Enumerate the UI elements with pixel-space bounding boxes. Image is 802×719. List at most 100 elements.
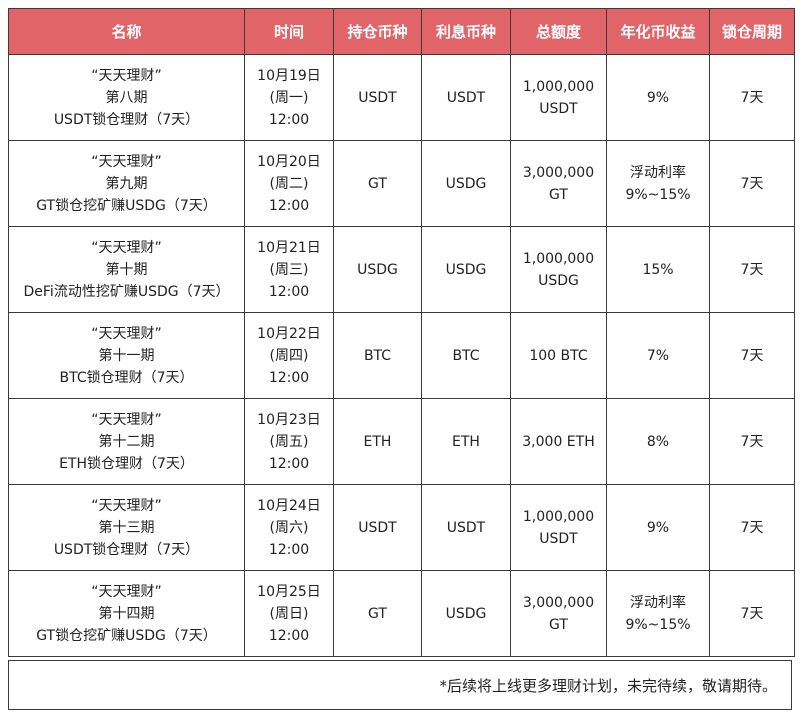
- quota-unit: GT: [549, 186, 568, 203]
- product-issue: 第九期: [105, 175, 148, 192]
- cell-lock-period: 7天: [709, 140, 795, 227]
- cell-time: 10月20日 (周二) 12:00: [244, 140, 334, 227]
- product-title: ETH锁仓理财（7天）: [59, 455, 194, 472]
- finance-schedule-table: 名称 时间 持仓币种 利息币种 总额度 年化币收益 锁仓周期 “天天理财” 第八…: [8, 8, 795, 657]
- cell-interest-currency: USDT: [421, 54, 511, 141]
- header-row: 名称 时间 持仓币种 利息币种 总额度 年化币收益 锁仓周期: [8, 8, 795, 55]
- cell-name: “天天理财” 第十期 DeFi流动性挖矿赚USDG（7天）: [8, 226, 245, 313]
- yield-type: 浮动利率: [630, 164, 686, 181]
- header-interest-currency: 利息币种: [421, 8, 511, 55]
- cell-hold-currency: GT: [333, 140, 422, 227]
- time-date: 10月21日: [257, 239, 321, 256]
- product-issue: 第十二期: [98, 433, 155, 450]
- product-issue: 第十期: [105, 261, 148, 278]
- time-clock: 12:00: [268, 455, 310, 472]
- product-title: DeFi流动性挖矿赚USDG（7天）: [23, 283, 230, 300]
- quota-amount: 3,000,000: [522, 164, 595, 181]
- cell-hold-currency: GT: [333, 570, 422, 657]
- cell-hold-currency: USDT: [333, 54, 422, 141]
- cell-hold-currency: USDG: [333, 226, 422, 313]
- time-clock: 12:00: [268, 111, 310, 128]
- table-row: “天天理财” 第十一期 BTC锁仓理财（7天） 10月22日 (周四) 12:0…: [8, 312, 795, 399]
- header-annual-yield: 年化币收益: [606, 8, 710, 55]
- quota-amount: 1,000,000: [522, 508, 595, 525]
- time-clock: 12:00: [268, 197, 310, 214]
- quota-amount: 1,000,000: [522, 250, 595, 267]
- time-weekday: (周日): [269, 605, 309, 622]
- cell-name: “天天理财” 第十二期 ETH锁仓理财（7天）: [8, 398, 245, 485]
- cell-hold-currency: USDT: [333, 484, 422, 571]
- cell-annual-yield: 7%: [606, 312, 710, 399]
- cell-total-quota: 1,000,000 USDT: [510, 54, 607, 141]
- yield-value: 8%: [646, 433, 670, 450]
- product-title: GT锁仓挖矿赚USDG（7天）: [36, 627, 217, 644]
- cell-lock-period: 7天: [709, 398, 795, 485]
- time-date: 10月24日: [257, 497, 321, 514]
- time-clock: 12:00: [268, 283, 310, 300]
- header-hold-currency: 持仓币种: [333, 8, 422, 55]
- product-title: USDT锁仓理财（7天）: [53, 111, 200, 128]
- yield-value: 15%: [642, 261, 674, 278]
- quota-amount: 1,000,000: [522, 78, 595, 95]
- cell-annual-yield: 9%: [606, 54, 710, 141]
- product-brand: “天天理财”: [91, 411, 162, 428]
- cell-hold-currency: ETH: [333, 398, 422, 485]
- quota-unit: USDG: [538, 272, 579, 289]
- cell-name: “天天理财” 第十三期 USDT锁仓理财（7天）: [8, 484, 245, 571]
- product-brand: “天天理财”: [91, 583, 162, 600]
- quota-amount: 100 BTC: [529, 347, 588, 364]
- cell-lock-period: 7天: [709, 226, 795, 313]
- cell-total-quota: 100 BTC: [510, 312, 607, 399]
- cell-total-quota: 3,000,000 GT: [510, 570, 607, 657]
- yield-value: 7%: [646, 347, 670, 364]
- time-clock: 12:00: [268, 541, 310, 558]
- footer-note-box: *后续将上线更多理财计划，未完待续，敬请期待。: [8, 660, 792, 710]
- cell-name: “天天理财” 第九期 GT锁仓挖矿赚USDG（7天）: [8, 140, 245, 227]
- header-time: 时间: [244, 8, 334, 55]
- time-weekday: (周一): [269, 89, 309, 106]
- product-issue: 第十三期: [98, 519, 155, 536]
- product-title: GT锁仓挖矿赚USDG（7天）: [36, 197, 217, 214]
- cell-interest-currency: USDT: [421, 484, 511, 571]
- table-row: “天天理财” 第八期 USDT锁仓理财（7天） 10月19日 (周一) 12:0…: [8, 54, 795, 141]
- header-name: 名称: [8, 8, 245, 55]
- product-brand: “天天理财”: [91, 239, 162, 256]
- cell-time: 10月24日 (周六) 12:00: [244, 484, 334, 571]
- cell-annual-yield: 8%: [606, 398, 710, 485]
- product-issue: 第十一期: [98, 347, 155, 364]
- cell-time: 10月19日 (周一) 12:00: [244, 54, 334, 141]
- quota-unit: USDT: [539, 530, 578, 547]
- table-row: “天天理财” 第九期 GT锁仓挖矿赚USDG（7天） 10月20日 (周二) 1…: [8, 140, 795, 227]
- cell-total-quota: 3,000 ETH: [510, 398, 607, 485]
- yield-range: 9%~15%: [625, 616, 691, 633]
- time-weekday: (周二): [269, 175, 309, 192]
- time-clock: 12:00: [268, 369, 310, 386]
- quota-amount: 3,000,000: [522, 594, 595, 611]
- cell-time: 10月22日 (周四) 12:00: [244, 312, 334, 399]
- time-clock: 12:00: [268, 627, 310, 644]
- cell-lock-period: 7天: [709, 54, 795, 141]
- table-row: “天天理财” 第十三期 USDT锁仓理财（7天） 10月24日 (周六) 12:…: [8, 484, 795, 571]
- header-total-quota: 总额度: [510, 8, 607, 55]
- time-date: 10月22日: [257, 325, 321, 342]
- time-date: 10月23日: [257, 411, 321, 428]
- time-date: 10月20日: [257, 153, 321, 170]
- table-row: “天天理财” 第十二期 ETH锁仓理财（7天） 10月23日 (周五) 12:0…: [8, 398, 795, 485]
- product-title: USDT锁仓理财（7天）: [53, 541, 200, 558]
- cell-annual-yield: 9%: [606, 484, 710, 571]
- yield-value: 9%: [646, 519, 670, 536]
- cell-interest-currency: USDG: [421, 570, 511, 657]
- quota-unit: USDT: [539, 100, 578, 117]
- time-date: 10月19日: [257, 67, 321, 84]
- time-weekday: (周五): [269, 433, 309, 450]
- yield-range: 9%~15%: [625, 186, 691, 203]
- cell-annual-yield: 浮动利率 9%~15%: [606, 140, 710, 227]
- cell-interest-currency: USDG: [421, 140, 511, 227]
- product-brand: “天天理财”: [91, 67, 162, 84]
- cell-interest-currency: ETH: [421, 398, 511, 485]
- cell-time: 10月25日 (周日) 12:00: [244, 570, 334, 657]
- time-weekday: (周三): [269, 261, 309, 278]
- cell-time: 10月21日 (周三) 12:00: [244, 226, 334, 313]
- cell-name: “天天理财” 第十四期 GT锁仓挖矿赚USDG（7天）: [8, 570, 245, 657]
